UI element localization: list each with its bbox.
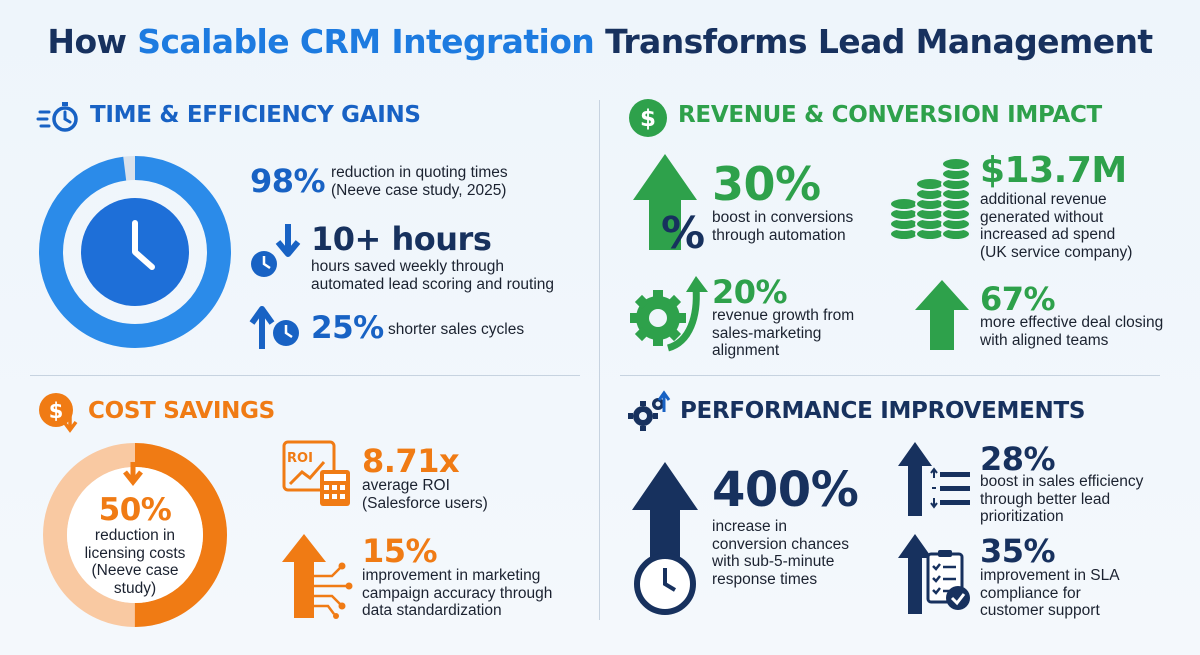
time-donut-chart [39,156,231,348]
performance-section-heading: PERFORMANCE IMPROVEMENTS [680,398,1086,424]
performance-stat3-line1: improvement in SLA [980,567,1120,584]
dollar-down-icon: $ [39,393,78,433]
cost-stat1-line2: licensing costs [84,544,186,562]
revenue-section-heading: REVENUE & CONVERSION IMPACT [678,102,1102,128]
performance-stat2-line3: prioritization [980,508,1064,525]
horizontal-divider-left [30,375,580,376]
green-up-arrow-icon [915,280,969,350]
cost-stat2-value: 8.71x [362,442,460,480]
down-arrow-icon [123,462,143,487]
cost-stat2-line2: (Salesforce users) [362,494,488,512]
performance-stat1-line4: response times [712,570,818,588]
revenue-stat2-line4: (UK service company) [980,243,1133,261]
time-stat3-value: 25% [311,310,384,346]
gear-growth-icon [630,276,708,352]
cost-donut-chart [43,443,227,627]
cost-stat2-line1: average ROI [362,477,450,494]
page-title: How Scalable CRM Integration Transforms … [0,22,1200,61]
revenue-stat1-value: 30% [712,157,821,211]
stopwatch-icon [36,102,78,132]
performance-stat3-line3: customer support [980,602,1100,619]
cost-stat1-line1: reduction in [94,527,176,544]
clock-down-arrow-icon [251,224,301,277]
stopwatch-up-arrow-icon [632,462,698,615]
cost-stat1-value: 50% [98,492,172,528]
revenue-stat2-line2: generated without [980,208,1104,226]
data-arrow-icon [282,534,353,619]
time-stat1-desc: reduction in quoting times (Neeve case s… [331,164,508,199]
svg-text:%: % [661,208,705,259]
revenue-stat3-value: 20% [712,273,788,311]
revenue-stat4-line2: with aligned teams [980,331,1109,349]
cost-stat3-line2: campaign accuracy through [362,584,553,602]
sla-checklist-icon [898,534,970,614]
revenue-stat2-value: $13.7M [980,150,1127,191]
revenue-stat2-desc: additional revenue generated without inc… [980,191,1132,261]
donut-progress [39,156,231,348]
cost-stat3-line1: improvement in marketing [362,567,541,584]
time-stat2-desc: hours saved weekly through automated lea… [311,258,554,293]
performance-stat3-value: 35% [980,532,1056,570]
time-stat1-value: 98% [250,162,326,200]
donut-progress [43,443,227,627]
time-section-heading: TIME & EFFICIENCY GAINS [90,102,421,128]
percent-up-arrow-icon: % [633,154,705,259]
cost-stat3-value: 15% [362,532,438,570]
revenue-stat2-line3: increased ad spend [980,226,1116,243]
clock-hands-icon [132,220,155,270]
revenue-stat4-value: 67% [980,280,1056,318]
performance-stat1-desc: increase in conversion chances with sub-… [712,518,849,588]
cost-stat3-line3: data standardization [362,602,502,619]
horizontal-divider-right [620,375,1160,376]
time-stat3-desc: shorter sales cycles [388,321,525,338]
revenue-stat2-line1: additional revenue [980,191,1107,208]
roi-icon-label: ROI [287,451,313,466]
performance-stat2-desc: boost in sales efficiency through better… [980,473,1143,526]
revenue-stat3-line3: alignment [712,342,780,359]
time-stat2-value: 10+ hours [311,220,492,258]
cost-stat2-desc: average ROI (Salesforce users) [362,477,488,512]
revenue-stat3-desc: revenue growth from sales-marketing alig… [712,307,854,360]
cost-section-heading: COST SAVINGS [88,398,275,424]
priority-list-arrow-icon [898,442,970,516]
revenue-stat3-line1: revenue growth from [712,307,855,324]
title-highlight: Scalable CRM Integration [137,22,595,61]
cost-stat1-line4: study) [113,579,157,597]
cost-stat1-desc: reduction in licensing costs (Neeve case… [30,527,240,597]
performance-stat2-line2: through better lead [980,490,1111,508]
revenue-stat1-line2: through automation [712,226,846,244]
coin-stacks-icon [889,157,971,241]
title-part-3: Transforms Lead Management [594,22,1153,61]
revenue-stat3-line2: sales-marketing [712,324,822,342]
performance-stat1-line1: increase in [712,518,787,535]
donut-center [67,467,203,603]
svg-text:$: $ [49,399,64,423]
roi-calculator-icon: ROI [282,440,350,506]
time-stat1-line2: (Neeve case study, 2025) [331,181,507,199]
revenue-stat4-line1: more effective deal closing [980,314,1164,331]
performance-stat3-line2: compliance for [980,584,1081,602]
performance-stat1-line2: conversion chances [712,535,849,553]
performance-stat1-line3: with sub-5-minute [712,553,835,570]
revenue-stat1-line1: boost in conversions [712,209,854,226]
svg-text:$: $ [640,106,656,132]
revenue-stat4-desc: more effective deal closing with aligned… [980,314,1163,349]
cost-stat3-desc: improvement in marketing campaign accura… [362,567,552,620]
time-stat2-line1: hours saved weekly through [311,258,505,275]
vertical-divider [599,100,600,620]
gears-arrow-icon [628,390,671,431]
performance-stat1-value: 400% [712,462,859,518]
performance-stat3-desc: improvement in SLA compliance for custom… [980,567,1120,620]
performance-stat2-value: 28% [980,440,1056,478]
clock-up-arrow-icon [249,306,299,349]
cost-stat1-line3: (Neeve case [91,562,179,579]
revenue-stat1-desc: boost in conversions through automation [712,209,853,244]
title-part-1: How [47,22,138,61]
dollar-circle-icon: $ [629,99,667,137]
time-stat1-line1: reduction in quoting times [331,164,508,181]
performance-stat2-line1: boost in sales efficiency [980,473,1144,490]
time-stat2-line2: automated lead scoring and routing [311,275,554,293]
